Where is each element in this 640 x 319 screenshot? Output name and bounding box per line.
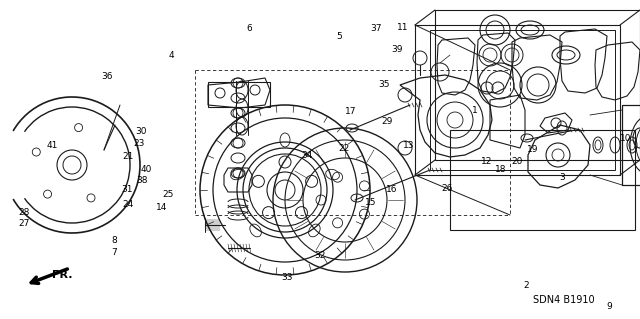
Bar: [208, 82, 270, 107]
Text: 25: 25: [163, 190, 174, 199]
Text: 38: 38: [136, 176, 148, 185]
Text: 35: 35: [378, 80, 390, 89]
Text: 7: 7: [111, 248, 116, 256]
Text: 36: 36: [102, 72, 113, 81]
Text: 5: 5: [337, 32, 342, 41]
Text: 14: 14: [156, 203, 168, 212]
Text: 19: 19: [527, 145, 538, 154]
Text: 13: 13: [403, 141, 414, 150]
Text: 17: 17: [345, 107, 356, 116]
Text: 11: 11: [397, 23, 409, 32]
Text: 39: 39: [391, 45, 403, 54]
Text: 6: 6: [247, 24, 252, 33]
Text: 27: 27: [19, 219, 30, 228]
Text: 1: 1: [472, 106, 477, 115]
Text: 12: 12: [481, 157, 492, 166]
Text: 23: 23: [134, 139, 145, 148]
Text: SDN4 B1910: SDN4 B1910: [533, 295, 595, 305]
Text: 31: 31: [121, 185, 132, 194]
Text: 2: 2: [524, 281, 529, 290]
Text: 20: 20: [511, 157, 523, 166]
Text: 29: 29: [381, 117, 393, 126]
Text: 10: 10: [620, 134, 632, 143]
Bar: [450, 130, 635, 230]
Text: 15: 15: [365, 198, 377, 207]
Text: 41: 41: [47, 141, 58, 150]
Text: 8: 8: [111, 236, 116, 245]
Text: 26: 26: [441, 184, 452, 193]
Bar: [622, 105, 640, 185]
Text: 22: 22: [339, 144, 350, 153]
Text: 21: 21: [122, 152, 134, 161]
Text: 28: 28: [19, 208, 30, 217]
Text: 33: 33: [281, 273, 292, 282]
Text: 37: 37: [371, 24, 382, 33]
Text: 32: 32: [314, 251, 326, 260]
Text: FR.: FR.: [52, 270, 72, 280]
Text: 24: 24: [122, 200, 134, 209]
Text: 18: 18: [495, 165, 506, 174]
Text: 4: 4: [169, 51, 174, 60]
Text: 3: 3: [559, 173, 564, 182]
Text: 16: 16: [386, 185, 397, 194]
Text: 30: 30: [135, 127, 147, 136]
Text: 34: 34: [301, 151, 313, 160]
Text: 9: 9: [607, 302, 612, 311]
Text: 40: 40: [140, 165, 152, 174]
